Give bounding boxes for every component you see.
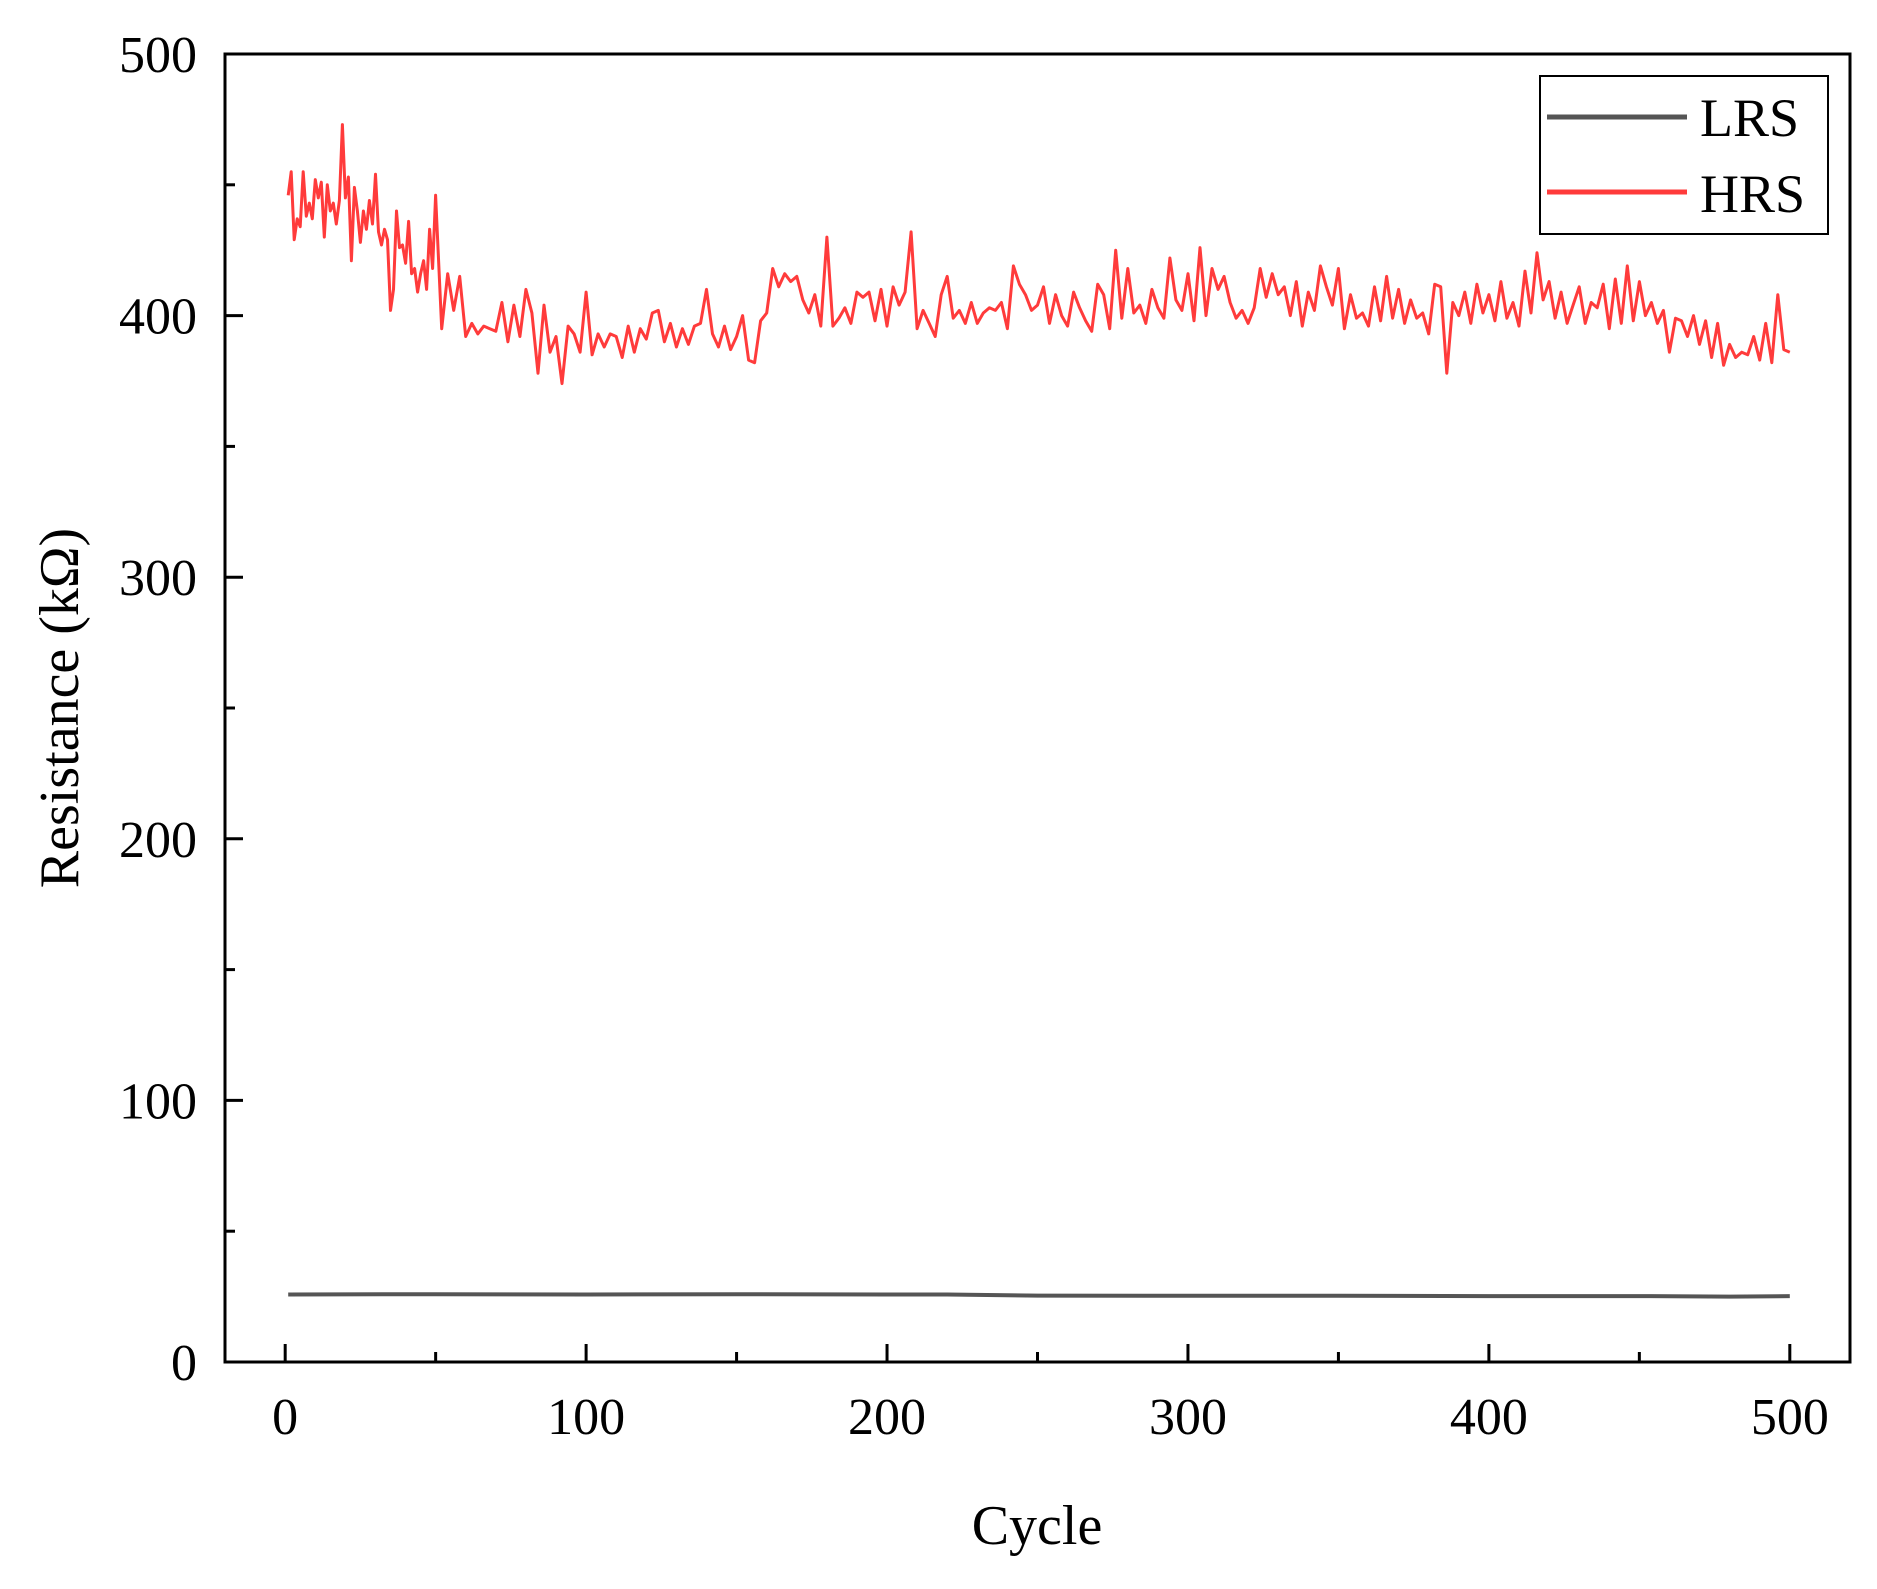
series-line-hrs <box>286 123 1791 386</box>
series-layer <box>286 123 1791 1299</box>
ticks-layer: 0 100 200 300 400 500 0 100 200 300 400 500 <box>119 27 1829 1446</box>
x-tick-label-500: 500 <box>1751 1389 1829 1446</box>
y-tick-label-100: 100 <box>119 1073 197 1130</box>
x-tick-label-300: 300 <box>1149 1389 1227 1446</box>
legend-label-lrs: LRS <box>1700 88 1799 148</box>
legend: LRS HRS <box>1539 75 1829 235</box>
x-tick-label-100: 100 <box>547 1389 625 1446</box>
legend-label-hrs: HRS <box>1700 164 1805 224</box>
y-tick-label-200: 200 <box>119 812 197 869</box>
x-tick-label-400: 400 <box>1450 1389 1528 1446</box>
y-tick-label-300: 300 <box>119 550 197 607</box>
x-tick-label-200: 200 <box>848 1389 926 1446</box>
x-axis-label: Cycle <box>972 1495 1103 1557</box>
y-tick-label-500: 500 <box>119 27 197 84</box>
legend-box <box>1539 75 1829 235</box>
y-axis-label: Resistance (kΩ) <box>29 528 91 888</box>
y-tick-label-0: 0 <box>171 1335 197 1392</box>
y-tick-label-400: 400 <box>119 289 197 346</box>
series-line-lrs <box>288 1292 1790 1299</box>
plot-frame <box>223 52 1852 1364</box>
x-tick-label-0: 0 <box>272 1389 298 1446</box>
